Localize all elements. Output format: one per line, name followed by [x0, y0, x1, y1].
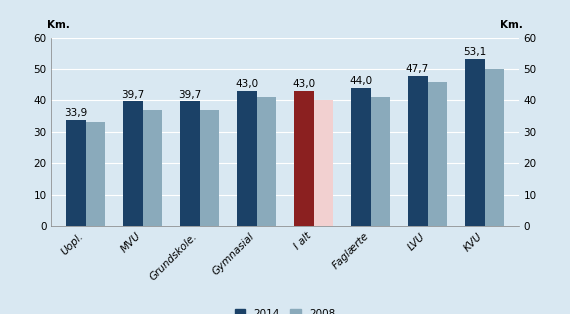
Text: 53,1: 53,1 [463, 47, 486, 57]
Bar [428, 82, 447, 226]
Text: Km.: Km. [47, 20, 70, 30]
Bar [200, 110, 219, 226]
Bar [314, 100, 333, 226]
Text: 47,7: 47,7 [406, 64, 429, 74]
Bar [351, 88, 370, 226]
Text: 33,9: 33,9 [64, 108, 87, 118]
Bar [370, 97, 390, 226]
Bar [66, 120, 86, 226]
Bar [408, 76, 428, 226]
Bar [484, 69, 504, 226]
Bar [142, 110, 162, 226]
Bar [180, 101, 200, 226]
Bar [294, 91, 314, 226]
Bar [256, 97, 276, 226]
Text: Km.: Km. [500, 20, 523, 30]
Text: 43,0: 43,0 [292, 79, 315, 89]
Text: 43,0: 43,0 [235, 79, 258, 89]
Bar [86, 122, 105, 226]
Bar [465, 59, 484, 226]
Bar [123, 101, 142, 226]
Bar [237, 91, 256, 226]
Text: 44,0: 44,0 [349, 76, 372, 86]
Text: 39,7: 39,7 [121, 89, 144, 100]
Text: 39,7: 39,7 [178, 89, 201, 100]
Legend: 2014, 2008: 2014, 2008 [235, 309, 335, 314]
